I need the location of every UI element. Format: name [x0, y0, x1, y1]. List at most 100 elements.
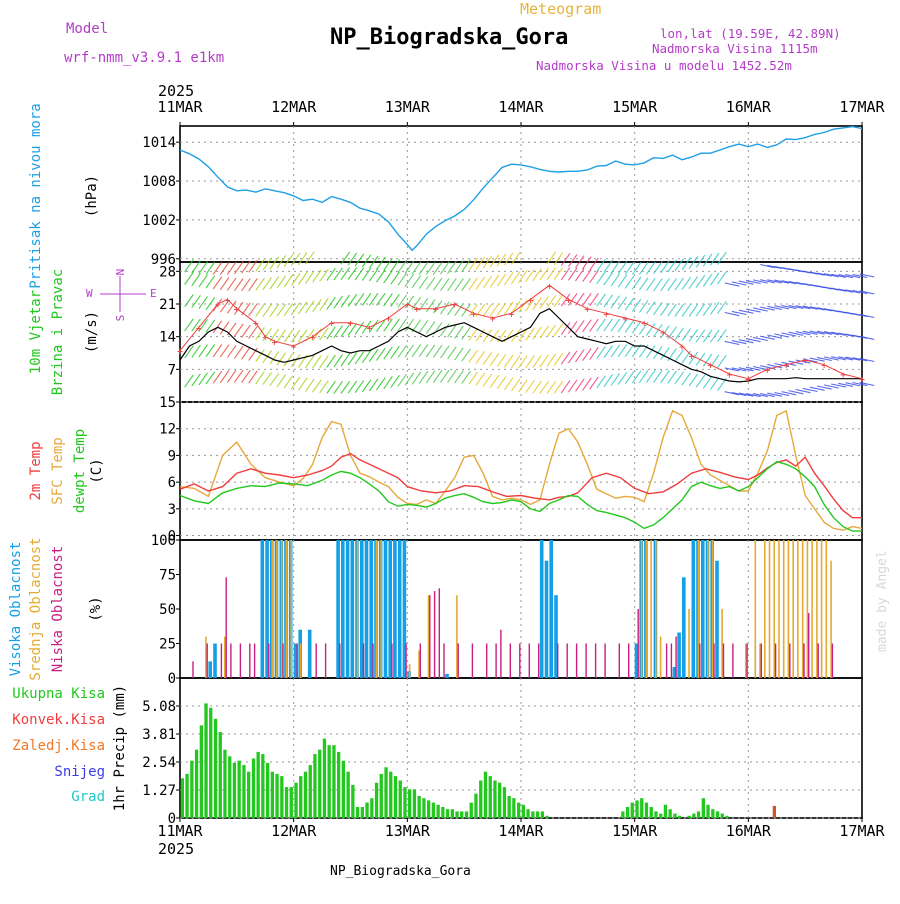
wind-barb	[546, 267, 557, 281]
wind-barb	[752, 307, 768, 312]
wind-barb	[717, 329, 727, 343]
wind-barb	[624, 297, 635, 311]
wind-barb	[390, 374, 400, 388]
wind-barb	[425, 299, 436, 313]
year-bottom: 2025	[158, 840, 194, 858]
low-cloud-bar	[519, 643, 521, 678]
wind-barb	[646, 261, 656, 275]
wind-barb	[624, 261, 635, 275]
wind-barb	[269, 276, 280, 290]
wind-barb	[297, 301, 308, 315]
wind-barb	[482, 255, 493, 269]
wind-barb	[610, 260, 621, 274]
wind-barb	[319, 355, 329, 369]
wind-barb	[674, 277, 684, 291]
wind-barb	[638, 261, 649, 275]
total-precip-bar	[668, 809, 672, 818]
wind-barb	[617, 296, 628, 310]
wind-barb	[631, 298, 642, 312]
high-cloud-bar	[539, 540, 544, 678]
mid-cloud-bar	[375, 540, 378, 678]
wind-barb	[838, 356, 854, 361]
low-cloud-bar	[391, 643, 393, 678]
total-precip-bar	[379, 773, 383, 818]
high-cloud-bar	[715, 560, 719, 678]
wind-barb	[397, 272, 407, 286]
x-tick-label-bottom: 13MAR	[385, 822, 431, 840]
total-precip-bar	[242, 765, 246, 818]
total-precip-bar	[270, 771, 274, 818]
total-precip-bar	[720, 813, 724, 818]
mid-cloud-bar	[754, 540, 757, 678]
wind-barb	[511, 378, 521, 392]
total-precip-bar	[303, 771, 308, 818]
low-cloud-bar	[339, 643, 341, 678]
wind-barb	[624, 275, 635, 289]
wind-barb	[255, 348, 265, 362]
total-precip-bar	[517, 802, 521, 818]
wind-barb	[518, 299, 528, 313]
mid-cloud-bar	[456, 595, 458, 678]
low-cloud-bar	[495, 643, 497, 678]
wind-barb	[276, 303, 287, 317]
cloud-ylabel-3: Niska Oblacnost	[50, 546, 66, 672]
wind-barb	[283, 353, 294, 367]
wind-barb	[219, 299, 230, 313]
wind-barb	[638, 277, 649, 291]
wind-barb	[603, 294, 613, 308]
wind-barb	[326, 296, 336, 310]
wind-barb	[752, 365, 768, 371]
wind-barb	[503, 354, 514, 368]
wind-barb	[667, 303, 677, 317]
wind-barb	[717, 301, 727, 314]
wind-barb	[482, 275, 493, 289]
wind-barb	[297, 377, 308, 391]
mid-cloud-bar	[418, 650, 420, 678]
y-tick-label: 1008	[142, 174, 176, 190]
gust-marker: +	[215, 300, 221, 311]
total-precip-bar	[213, 718, 218, 818]
low-cloud-bar	[699, 643, 701, 678]
wind-barb	[709, 301, 720, 315]
total-precip-bar	[194, 749, 199, 818]
wind-barb	[674, 371, 684, 385]
wind-barb	[368, 292, 379, 306]
wind-barb	[241, 324, 251, 338]
total-precip-bar	[427, 800, 431, 818]
wind-barb	[248, 303, 258, 317]
wind-barb	[234, 323, 244, 337]
wind-barb	[447, 302, 457, 316]
low-cloud-bar	[538, 643, 540, 678]
wind-barb	[702, 353, 713, 367]
wind-barb	[425, 276, 436, 290]
wind-barb	[461, 348, 471, 362]
wind-barb	[454, 303, 464, 317]
wind-barb	[205, 371, 216, 385]
low-cloud-bar	[528, 643, 530, 678]
wind-barb	[198, 372, 208, 386]
low-cloud-bar	[509, 643, 511, 678]
gust-marker: +	[726, 370, 732, 381]
high-cloud-bar	[208, 661, 212, 678]
wind-barb	[518, 328, 528, 342]
total-precip-bar	[635, 800, 639, 818]
wind-barb	[269, 256, 280, 270]
precip-legend-item: Ukupna Kisa	[12, 686, 105, 702]
wind-ylabel-1: 10m Vjetar	[28, 290, 44, 374]
low-cloud-bar	[206, 643, 208, 678]
wind-barb	[767, 305, 783, 310]
total-precip-bar	[199, 725, 203, 818]
wind-barb	[454, 325, 464, 339]
gust-marker: +	[660, 328, 666, 339]
wind-barb	[667, 370, 677, 384]
wind-barb	[852, 357, 868, 362]
y-tick-label: 9	[168, 448, 176, 464]
low-cloud-bar	[429, 595, 431, 678]
wind-barb	[788, 390, 804, 395]
precip-legend-item: Konvek.Kisa	[12, 712, 105, 728]
low-cloud-bar	[443, 643, 445, 678]
wind-barb	[745, 392, 761, 398]
wind-barb	[667, 259, 677, 273]
low-cloud-bar	[665, 643, 668, 678]
